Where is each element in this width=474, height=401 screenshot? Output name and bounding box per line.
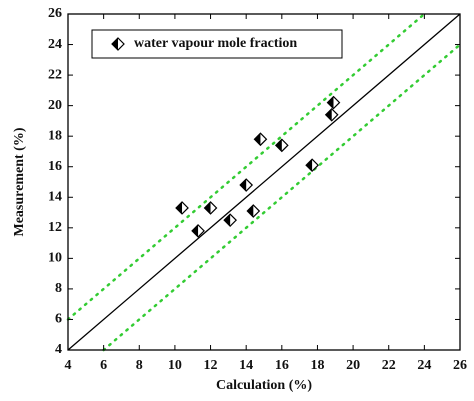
x-tick-label: 22 <box>382 358 396 373</box>
reference-line <box>67 13 461 351</box>
x-tick-label: 20 <box>346 358 360 373</box>
data-point <box>246 204 261 218</box>
marker-part <box>325 108 332 121</box>
x-tick-label: 18 <box>310 358 324 373</box>
x-tick-label: 8 <box>136 358 143 373</box>
marker-part <box>275 139 282 152</box>
data-point <box>326 95 341 110</box>
marker-part <box>306 159 313 172</box>
data-point <box>274 138 289 153</box>
y-tick-label: 14 <box>48 189 62 204</box>
y-tick-label: 24 <box>48 37 62 52</box>
x-tick-label: 6 <box>100 358 107 373</box>
x-tick-label: 4 <box>65 358 72 373</box>
x-tick-label: 16 <box>275 358 289 373</box>
data-point <box>223 213 237 228</box>
x-tick-label: 26 <box>453 358 467 373</box>
marker-part <box>204 201 211 214</box>
marker-part <box>112 38 118 50</box>
marker-part <box>327 96 334 109</box>
reference-line <box>102 43 462 352</box>
reference-line <box>66 12 426 321</box>
x-tick-label: 14 <box>239 358 253 373</box>
x-axis-label: Calculation (%) <box>216 378 312 393</box>
marker-part <box>176 201 183 214</box>
marker-part <box>247 205 254 218</box>
y-tick-label: 22 <box>48 67 62 82</box>
marker-part <box>254 133 261 146</box>
marker-part <box>224 214 231 227</box>
data-point <box>324 107 339 122</box>
data-point <box>191 224 205 238</box>
data-point <box>239 178 254 192</box>
marker-part <box>192 224 199 237</box>
y-axis-label: Measurement (%) <box>12 127 27 236</box>
data-point <box>175 201 189 215</box>
x-tick-label: 10 <box>168 358 182 373</box>
x-tick-label: 24 <box>417 358 431 373</box>
y-tick-label: 6 <box>55 312 62 327</box>
y-tick-label: 20 <box>48 98 62 113</box>
y-tick-label: 10 <box>48 251 62 266</box>
y-tick-label: 26 <box>48 6 62 21</box>
y-tick-label: 18 <box>48 128 62 143</box>
legend-label: water vapour mole fraction <box>134 36 297 51</box>
legend-marker <box>111 37 125 51</box>
y-tick-label: 8 <box>55 281 62 296</box>
legend-box <box>91 29 343 59</box>
data-point <box>203 201 218 215</box>
data-point <box>253 132 268 147</box>
y-tick-label: 16 <box>48 159 62 174</box>
marker-part <box>240 179 247 192</box>
y-tick-label: 4 <box>55 342 62 357</box>
y-tick-label: 12 <box>48 220 62 235</box>
plot-frame <box>67 13 461 351</box>
data-point <box>305 158 319 173</box>
x-tick-label: 12 <box>204 358 218 373</box>
